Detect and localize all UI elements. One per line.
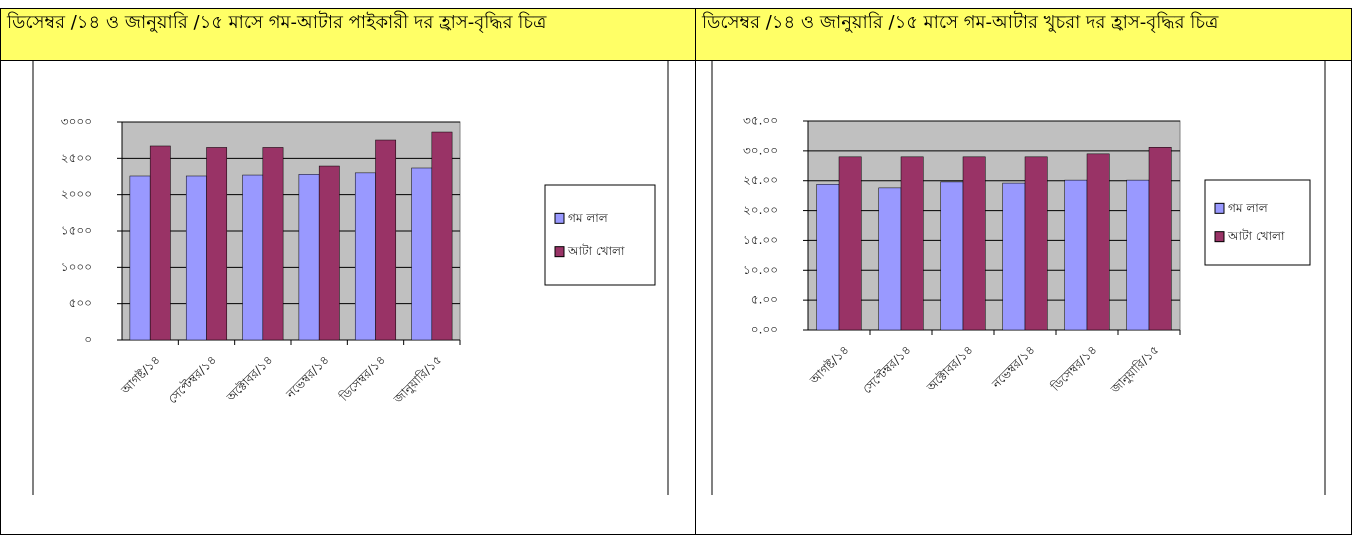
legend-box: [1204, 179, 1311, 266]
bar: [242, 174, 264, 341]
x-tick-label: আগষ্ট/১৪: [807, 343, 852, 388]
legend-box: [544, 184, 656, 286]
bar: [1064, 179, 1088, 331]
y-tick-label: ১০০০: [61, 260, 92, 274]
legend-label: আটা খোলা: [567, 244, 625, 258]
legend-label: গম লাল: [568, 211, 609, 225]
x-tick-label: ডিসেম্বর/১৪: [336, 353, 388, 405]
y-tick-label: ২৫.০০: [743, 173, 778, 187]
right-cell: ডিসেম্বর /১৪ ও জানুয়ারি /১৫ মাসে গম-আটা…: [695, 8, 1352, 535]
bar: [900, 156, 924, 331]
x-tick-label: সেপ্টেম্বর/১৪: [860, 343, 914, 397]
y-tick-label: ২০০০: [61, 187, 92, 201]
bar: [816, 184, 840, 331]
y-tick-label: ২০.০০: [743, 203, 778, 217]
y-tick-label: ১০.০০: [743, 263, 778, 277]
bar: [375, 139, 397, 341]
bar: [1002, 182, 1026, 331]
plot-area: [807, 120, 1181, 331]
x-tick-label: জানুয়ারি/১৫: [390, 353, 445, 408]
x-tick-label: সেপ্টেম্বর/১৪: [165, 353, 219, 407]
bar: [129, 175, 151, 341]
legend-label: গম লাল: [1228, 201, 1269, 215]
bar: [318, 165, 340, 341]
bar: [354, 172, 376, 341]
bar: [838, 156, 862, 331]
legend-label: আটা খোলা: [1227, 229, 1285, 243]
bar: [1024, 156, 1048, 331]
bar: [940, 181, 964, 331]
bar: [962, 156, 986, 331]
legend-swatch: [554, 246, 565, 258]
bar: [185, 175, 207, 341]
bar: [431, 131, 453, 341]
bar: [149, 145, 171, 341]
bar: [1148, 147, 1172, 331]
y-tick-label: ৫.০০: [751, 293, 778, 307]
bar: [1126, 179, 1150, 331]
chart-title: ডিসেম্বর /১৪ ও জানুয়ারি /১৫ মাসে গম-আটা…: [1, 9, 695, 61]
bar: [206, 147, 228, 341]
y-tick-label: ০: [84, 333, 92, 347]
y-tick-label: ০.০০: [751, 323, 778, 337]
x-tick-label: নভেম্বর/১৪: [283, 353, 332, 402]
y-tick-label: ১৫০০: [61, 224, 92, 238]
x-tick-label: অক্টোবর/১৪: [923, 343, 975, 395]
bar: [411, 167, 433, 341]
legend-swatch: [1214, 231, 1225, 243]
bar: [1086, 153, 1110, 331]
x-tick-label: অক্টোবর/১৪: [223, 353, 275, 405]
y-tick-label: ২৫০০: [61, 151, 92, 165]
legend-swatch: [1214, 202, 1225, 214]
x-tick-label: জানুয়ারি/১৫: [1107, 343, 1162, 398]
left-cell: ডিসেম্বর /১৪ ও জানুয়ারি /১৫ মাসে গম-আটা…: [0, 8, 696, 535]
y-tick-label: ৩০০০: [61, 115, 92, 129]
y-tick-label: ৫০০: [69, 296, 92, 310]
y-tick-label: ৩০.০০: [743, 143, 778, 157]
x-tick-label: ডিসেম্বর/১৪: [1048, 343, 1100, 395]
bar: [878, 187, 902, 331]
legend-swatch: [554, 212, 565, 224]
y-tick-label: ৩৫.০০: [743, 114, 778, 128]
bar: [262, 147, 284, 341]
x-tick-label: নভেম্বর/১৪: [989, 343, 1038, 392]
y-tick-label: ১৫.০০: [743, 233, 778, 247]
bar: [298, 174, 320, 341]
chart-title: ডিসেম্বর /১৪ ও জানুয়ারি /১৫ মাসে গম-আটা…: [696, 9, 1351, 61]
x-tick-label: আগষ্ট/১৪: [118, 353, 163, 398]
